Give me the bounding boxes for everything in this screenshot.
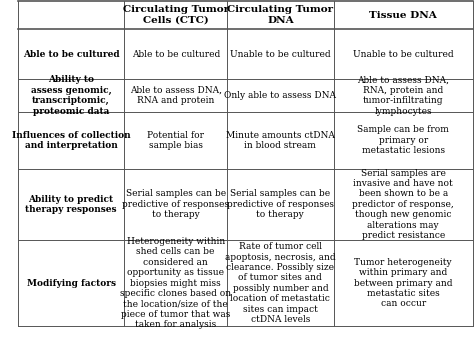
Text: Circulating Tumor
DNA: Circulating Tumor DNA: [227, 5, 333, 25]
Text: Tumor heterogeneity
within primary and
between primary and
metastatic sites
can : Tumor heterogeneity within primary and b…: [354, 258, 453, 308]
Text: Unable to be cultured: Unable to be cultured: [230, 49, 331, 59]
Text: Only able to assess DNA: Only able to assess DNA: [224, 91, 337, 100]
Text: Minute amounts ctDNA
in blood stream: Minute amounts ctDNA in blood stream: [226, 131, 335, 150]
Text: Heterogeneity within
shed cells can be
considered an
opportunity as tissue
biops: Heterogeneity within shed cells can be c…: [120, 237, 231, 329]
Text: Serial samples are
invasive and have not
been shown to be a
predictor of respons: Serial samples are invasive and have not…: [352, 168, 454, 240]
Text: Ability to
assess genomic,
transcriptomic,
proteomic data: Ability to assess genomic, transcriptomi…: [31, 76, 111, 116]
Text: Rate of tumor cell
apoptosis, necrosis, and
clearance. Possibly size
of tumor si: Rate of tumor cell apoptosis, necrosis, …: [225, 242, 336, 324]
Text: Able to assess DNA,
RNA, protein and
tumor-infiltrating
lymphocytes: Able to assess DNA, RNA, protein and tum…: [357, 76, 449, 116]
Text: Able to be cultured: Able to be cultured: [23, 49, 119, 59]
Text: Serial samples can be
predictive of responses
to therapy: Serial samples can be predictive of resp…: [227, 190, 334, 219]
Text: Unable to be cultured: Unable to be cultured: [353, 49, 454, 59]
Text: Modifying factors: Modifying factors: [27, 279, 116, 287]
Text: Circulating Tumor
Cells (CTC): Circulating Tumor Cells (CTC): [123, 5, 229, 25]
Text: Able to be cultured: Able to be cultured: [132, 49, 220, 59]
Text: Influences of collection
and interpretation: Influences of collection and interpretat…: [12, 131, 130, 150]
Text: Sample can be from
primary or
metastatic lesions: Sample can be from primary or metastatic…: [357, 125, 449, 155]
Text: Ability to predict
therapy responses: Ability to predict therapy responses: [25, 195, 117, 214]
Text: Tissue DNA: Tissue DNA: [369, 11, 437, 20]
Text: Potential for
sample bias: Potential for sample bias: [147, 131, 204, 150]
Text: Serial samples can be
predictive of responses
to therapy: Serial samples can be predictive of resp…: [122, 190, 229, 219]
Text: Able to assess DNA,
RNA and protein: Able to assess DNA, RNA and protein: [130, 86, 222, 105]
